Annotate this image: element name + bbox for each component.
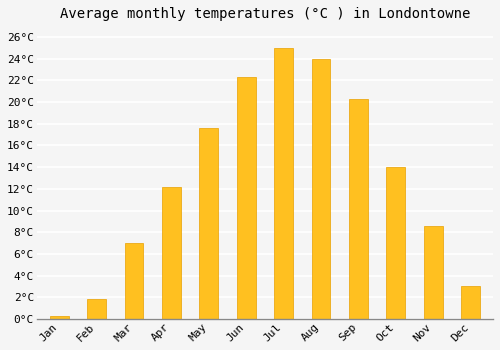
Bar	[424, 226, 442, 319]
Bar	[237, 77, 256, 319]
Bar	[462, 286, 480, 319]
Bar	[386, 167, 405, 319]
Bar	[87, 299, 106, 319]
Bar	[274, 48, 293, 319]
Bar	[50, 316, 68, 319]
Title: Average monthly temperatures (°C ) in Londontowne: Average monthly temperatures (°C ) in Lo…	[60, 7, 470, 21]
Bar	[349, 99, 368, 319]
Bar	[162, 187, 180, 319]
Bar	[200, 128, 218, 319]
Bar	[312, 59, 330, 319]
Bar	[124, 243, 144, 319]
